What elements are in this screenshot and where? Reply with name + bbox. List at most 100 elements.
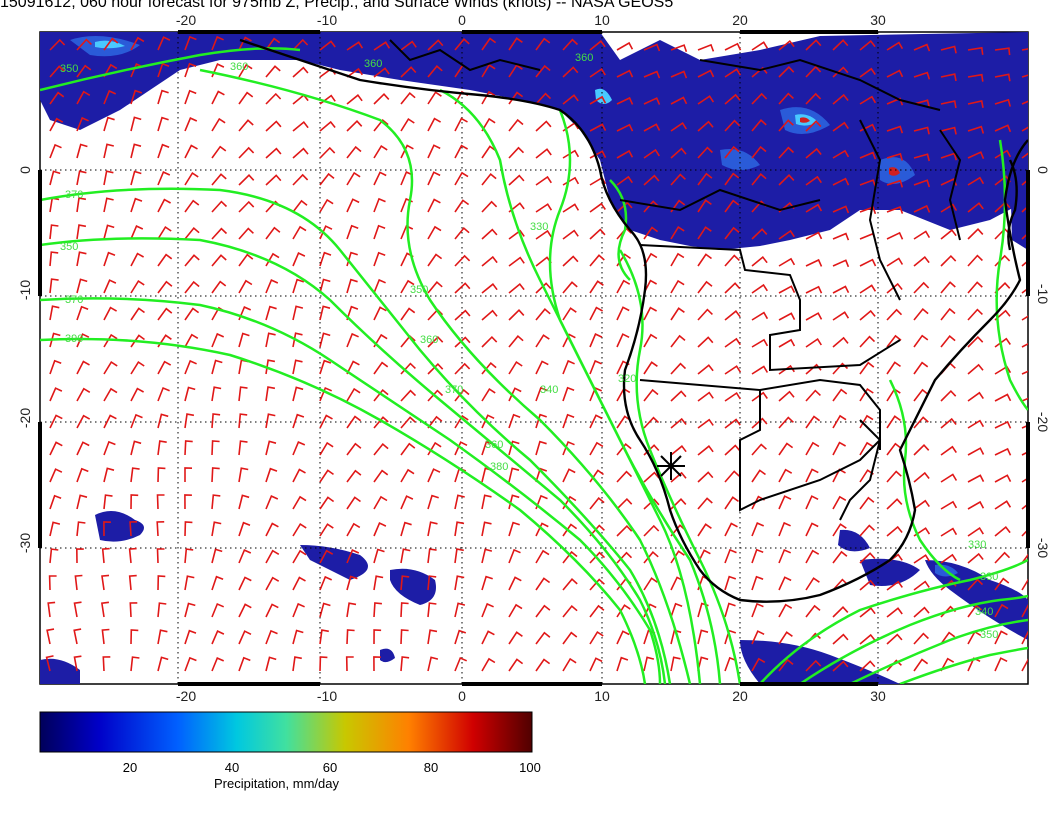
wind-barb (967, 552, 984, 564)
wind-barb (805, 175, 822, 186)
wind-barb (535, 203, 553, 213)
wind-barb (319, 602, 331, 618)
wind-barb (859, 441, 874, 456)
wind-barb (697, 172, 713, 186)
lon-tick: 10 (594, 688, 610, 704)
wind-barb (400, 144, 414, 159)
lon-tick: 20 (732, 12, 748, 28)
wind-barb (454, 548, 464, 564)
wind-barb (589, 40, 606, 51)
wind-barb (292, 252, 306, 267)
wind-barb (913, 71, 931, 80)
wind-barb (292, 602, 305, 618)
colorbar-tick: 20 (122, 760, 138, 775)
wind-barb (1021, 287, 1028, 294)
wind-barb (751, 311, 769, 321)
wind-barb (913, 499, 930, 510)
wind-barb (45, 655, 54, 672)
wind-barb (913, 471, 930, 483)
wind-barb (562, 468, 576, 483)
wind-barb (886, 125, 904, 134)
wind-barb (49, 38, 66, 51)
wind-barb (589, 524, 605, 537)
wind-barb (346, 94, 363, 105)
colorbar-tick: 80 (423, 760, 439, 775)
wind-barb (319, 386, 333, 402)
wind-barb (994, 420, 1012, 429)
lon-tick: -10 (317, 12, 337, 28)
wind-barb (373, 602, 382, 618)
wind-barb (724, 68, 742, 78)
wind-barb (345, 656, 354, 672)
wind-barb (805, 147, 822, 159)
lon-tick: -10 (317, 688, 337, 704)
wind-barb (130, 279, 145, 294)
wind-barb (238, 440, 248, 456)
wind-barb (940, 657, 955, 672)
wind-barb (265, 386, 276, 402)
wind-barb (211, 548, 223, 564)
wind-barb (265, 603, 279, 618)
wind-barb (157, 360, 172, 375)
wind-barb (508, 360, 523, 375)
wind-barb (319, 225, 333, 240)
wind-barb (156, 494, 165, 510)
wind-barb (535, 577, 551, 591)
wind-barb (184, 254, 200, 267)
wind-barb (805, 415, 821, 429)
contour-label: 360 (575, 52, 593, 64)
wind-barb (724, 602, 736, 618)
wind-barb (103, 521, 111, 537)
wind-barb (481, 309, 498, 321)
wind-barb (400, 629, 409, 645)
wind-barb (265, 495, 279, 510)
wind-barb (913, 632, 929, 645)
wind-barb (724, 548, 737, 564)
wind-barb (238, 494, 250, 510)
wind-barb (400, 468, 415, 483)
wind-barb (832, 93, 849, 105)
wind-barb (184, 629, 197, 645)
wind-barb (400, 66, 417, 78)
wind-barb (238, 36, 252, 51)
wind-barb (778, 390, 795, 402)
wind-barb (1021, 578, 1028, 591)
wind-barb (103, 333, 118, 348)
wind-barb (238, 467, 249, 483)
wind-barb (751, 469, 766, 483)
wind-barb (994, 282, 1011, 294)
wind-barb (778, 65, 795, 78)
wind-barb (670, 44, 688, 53)
wind-barb (913, 658, 929, 672)
wind-barb (967, 500, 985, 510)
wind-barb (697, 280, 713, 294)
wind-barb (319, 251, 332, 267)
wind-barb (400, 656, 410, 672)
wind-barb (427, 171, 441, 186)
wind-barb (184, 359, 197, 375)
wind-barb (535, 604, 551, 618)
wind-barb (805, 39, 822, 51)
wind-barb (103, 37, 119, 51)
precipitation-layer (40, 32, 1028, 684)
wind-barb (373, 656, 381, 672)
lat-tick: -20 (1035, 412, 1051, 432)
wind-barb (454, 414, 469, 429)
wind-barb (129, 521, 138, 537)
wind-barb (886, 69, 904, 78)
wind-barb (508, 335, 524, 348)
wind-barb (832, 66, 849, 78)
wind-barb (913, 179, 931, 188)
wind-barb (859, 95, 877, 105)
wind-barb (589, 414, 603, 429)
wind-barb (292, 413, 305, 429)
wind-barb (616, 201, 633, 213)
wind-barb (184, 35, 197, 51)
wind-barb (724, 575, 737, 591)
wind-barb (940, 500, 958, 510)
wind-barb (913, 230, 931, 240)
wind-barb (184, 386, 196, 402)
wind-barb (211, 145, 227, 159)
wind-barb (346, 629, 355, 645)
contour-label: 360 (420, 334, 438, 346)
